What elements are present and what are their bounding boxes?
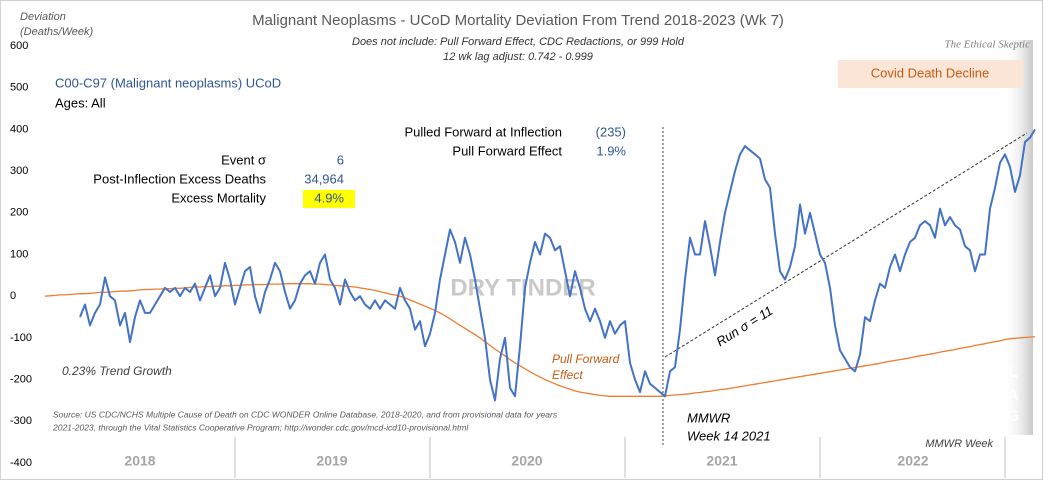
- x-axis-label: MMWR Week: [925, 438, 993, 450]
- series-line: [44, 283, 1036, 397]
- stat-value: 6: [337, 152, 344, 167]
- stat-value: 1.9%: [596, 143, 626, 158]
- pull-forward-label: Pull Forward: [552, 352, 620, 366]
- source-note: Source: US CDC/NCHS Multiple Cause of De…: [53, 409, 558, 419]
- inflection-label: Week 14 2021: [687, 428, 771, 443]
- x-tick-label: 2020: [511, 453, 542, 469]
- y-axis-label: (Deaths/Week): [20, 26, 93, 38]
- stat-value: 34,964: [304, 171, 344, 186]
- stat-label: Pulled Forward at Inflection: [404, 124, 562, 139]
- lag-letter: A: [1007, 387, 1019, 404]
- x-tick-label: 2022: [897, 453, 928, 469]
- year-separators: [234, 437, 1006, 478]
- subtitle: Does not include: Pull Forward Effect, C…: [352, 36, 685, 48]
- chart-title: Malignant Neoplasms - UCoD Mortality Dev…: [252, 12, 784, 29]
- stat-label: Event σ: [221, 152, 266, 167]
- y-tick-label: -300: [10, 415, 32, 427]
- x-tick-label: 2019: [316, 453, 347, 469]
- stat-label: Excess Mortality: [171, 190, 266, 205]
- y-tick-label: -100: [10, 332, 32, 344]
- x-tick-label: 2018: [124, 453, 155, 469]
- lag-band: [1003, 40, 1033, 435]
- run-line: [664, 132, 1028, 358]
- y-tick-label: 200: [10, 207, 28, 219]
- y-axis-label: Deviation: [20, 11, 66, 23]
- lag-letter: G: [1007, 408, 1019, 425]
- y-tick-label: 600: [10, 40, 28, 52]
- pull-forward-label: Effect: [552, 368, 583, 382]
- stat-value: 4.9%: [314, 190, 344, 205]
- stat-value: (235): [596, 124, 626, 139]
- brand: The Ethical Skeptic: [944, 39, 1030, 51]
- y-tick-label: 0: [10, 290, 16, 302]
- y-tick-label: -400: [10, 457, 32, 469]
- y-tick-label: 500: [10, 82, 28, 94]
- x-tick-label: 2021: [706, 453, 737, 469]
- highlight: [303, 190, 355, 208]
- subtitle: 12 wk lag adjust: 0.742 - 0.999: [443, 51, 593, 63]
- y-tick-label: -200: [10, 374, 32, 386]
- y-tick-label: 100: [10, 248, 28, 260]
- stat-label: Pull Forward Effect: [452, 143, 562, 158]
- lag-letter: L: [1008, 364, 1018, 381]
- source-note: 2021-2023, through the Vital Statistics …: [52, 422, 469, 432]
- covid-label: Covid Death Decline: [871, 65, 990, 80]
- series-line: [79, 128, 1036, 402]
- ages-label: Ages: All: [55, 95, 106, 110]
- inflection-label: MMWR: [687, 410, 730, 425]
- series-label: C00-C97 (Malignant neoplasms) UCoD: [55, 75, 281, 90]
- y-tick-label: 300: [10, 165, 28, 177]
- covid-box: [838, 60, 1023, 88]
- series-label: 0.23% Trend Growth: [62, 364, 172, 378]
- stat-label: Post-Inflection Excess Deaths: [93, 171, 266, 186]
- y-tick-label: 400: [10, 123, 28, 135]
